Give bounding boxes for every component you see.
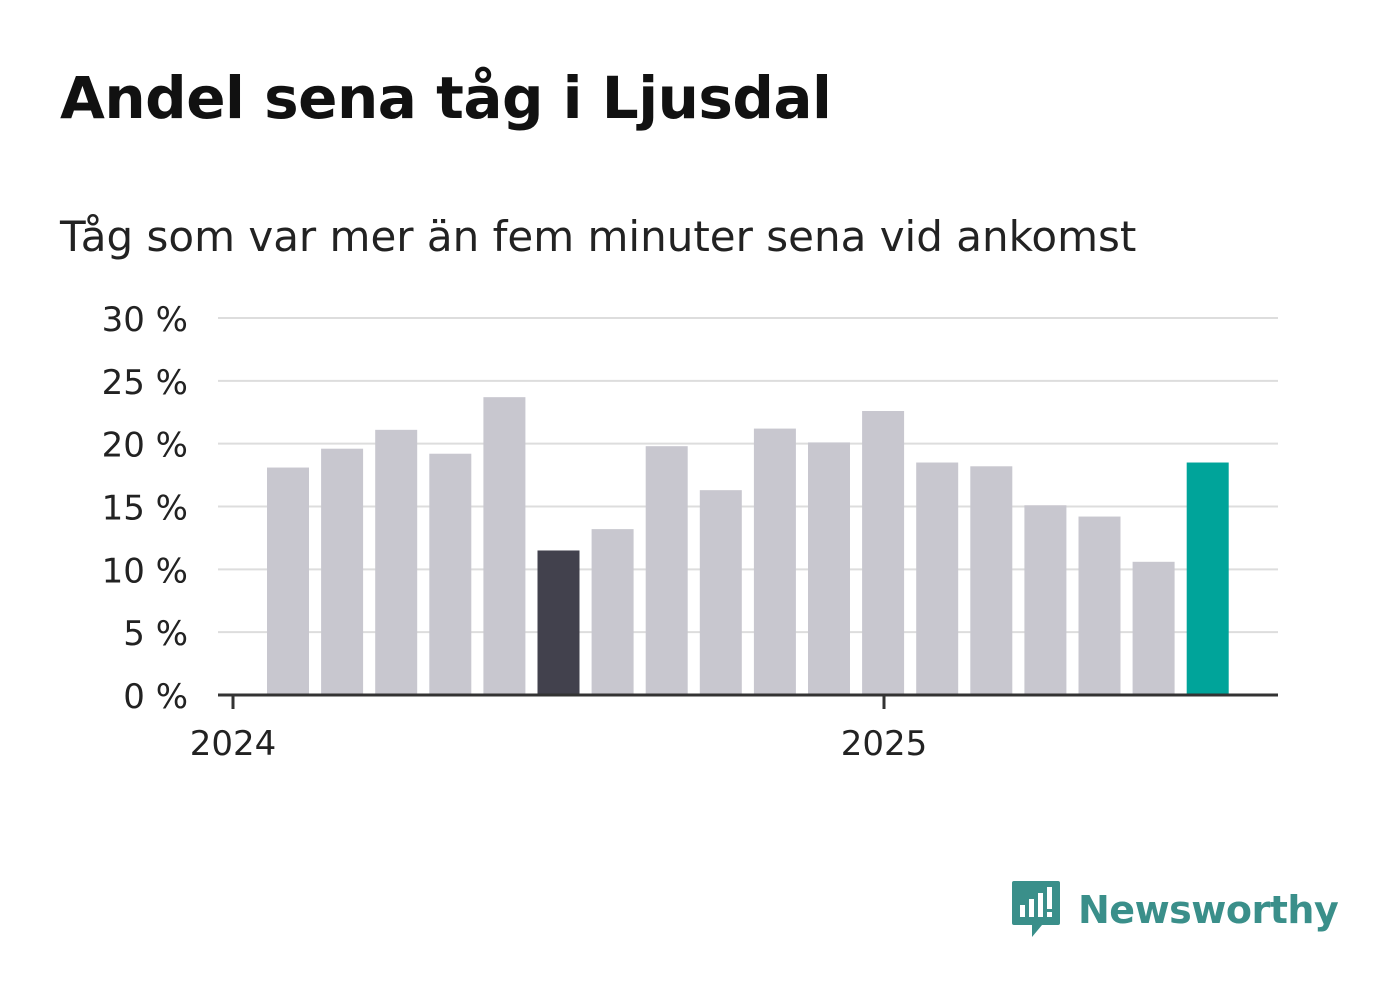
- bar: [321, 448, 364, 695]
- bar: [375, 429, 418, 695]
- bar: [699, 490, 742, 695]
- bar: [591, 529, 634, 695]
- bar: [862, 410, 905, 695]
- bar: [429, 453, 472, 695]
- bar: [1078, 516, 1121, 695]
- brand-name: Newsworthy: [1078, 888, 1339, 932]
- bar: [1186, 462, 1229, 695]
- bar: [916, 462, 959, 695]
- y-tick-label: 20 %: [102, 426, 188, 466]
- chart-subtitle: Tåg som var mer än fem minuter sena vid …: [60, 212, 1137, 261]
- y-tick-label: 10 %: [102, 551, 188, 591]
- bar: [483, 397, 526, 695]
- bar: [1024, 505, 1067, 695]
- x-tick-label: 2025: [841, 724, 928, 764]
- chart-title: Andel sena tåg i Ljusdal: [60, 64, 832, 132]
- y-tick-label: 30 %: [102, 300, 188, 340]
- x-tick-label: 2024: [190, 724, 277, 764]
- y-tick-label: 5 %: [123, 614, 188, 654]
- bar: [808, 442, 850, 695]
- bar: [267, 467, 309, 695]
- newsworthy-logo: Newsworthy: [1010, 878, 1339, 942]
- y-tick-label: 25 %: [102, 363, 188, 403]
- bar: [753, 428, 796, 695]
- bar: [645, 446, 688, 695]
- y-tick-label: 15 %: [102, 489, 188, 529]
- bar: [1132, 561, 1175, 695]
- bar: [970, 466, 1013, 695]
- y-tick-label: 0 %: [123, 677, 188, 717]
- newsworthy-logo-icon: [1012, 881, 1060, 937]
- bar: [537, 550, 580, 695]
